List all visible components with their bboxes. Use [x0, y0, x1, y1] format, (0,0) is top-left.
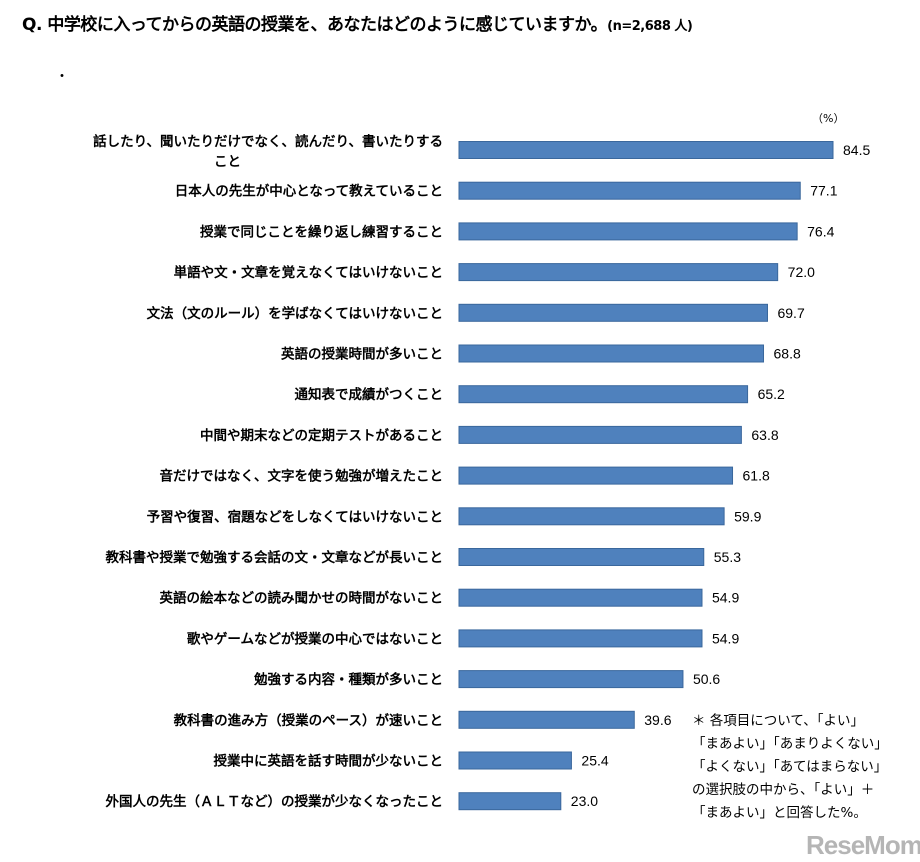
- bar: [458, 222, 798, 241]
- data-label: 25.4: [581, 753, 608, 769]
- category-label: 教科書の進み方（授業のペース）が速いこと: [174, 712, 443, 729]
- data-label: 54.9: [712, 630, 739, 646]
- category-label: 音だけではなく、文字を使う勉強が増えたこと: [160, 468, 444, 485]
- category-label: 単語や文・文章を覚えなくてはいけないこと: [174, 264, 443, 281]
- data-label: 50.6: [693, 671, 720, 687]
- watermark-logo: ReseMom: [806, 830, 920, 860]
- category-label: 外国人の先生（ＡＬＴなど）の授業が少なくなったこと: [106, 793, 444, 810]
- data-label: 84.5: [843, 142, 870, 158]
- category-label: 勉強する内容・種類が多いこと: [253, 671, 443, 688]
- data-label: 76.4: [807, 223, 834, 239]
- category-label: 教科書や授業で勉強する会話の文・文章などが長いこと: [106, 549, 444, 566]
- data-label: 77.1: [810, 183, 837, 199]
- category-label: 授業で同じことを繰り返し練習すること: [200, 223, 443, 240]
- bar: [458, 792, 562, 811]
- data-label: 69.7: [777, 305, 804, 321]
- data-label: 55.3: [714, 549, 741, 565]
- category-label: 英語の絵本などの読み聞かせの時間がないこと: [159, 590, 444, 607]
- footnote: ＊ 各項目について、「よい」 「まあよい」「あまりよくない」 「よくない」「あて…: [692, 710, 888, 825]
- data-label: 65.2: [758, 386, 785, 402]
- category-label: 通知表で成績がつくこと: [295, 386, 444, 403]
- category-label: 話したり、聞いたりだけでなく、読んだり、書いたりする: [93, 133, 443, 150]
- category-label: 授業中に英語を話す時間が少ないこと: [214, 753, 444, 770]
- chart-title: Q. 中学校に入ってからの英語の授業を、あなたはどのように感じていますか。(n=…: [22, 10, 693, 35]
- data-label: 61.8: [743, 468, 770, 484]
- bar: [458, 548, 705, 566]
- sample-size: (n=2,688 人): [607, 19, 693, 34]
- bar: [458, 629, 703, 648]
- bar: [458, 588, 703, 607]
- bullet-dot: ・: [55, 69, 69, 85]
- bar: [458, 425, 742, 444]
- data-label: 68.8: [774, 346, 801, 362]
- unit-label: （%）: [812, 112, 845, 125]
- data-label: 63.8: [751, 427, 778, 443]
- bar: [458, 751, 572, 770]
- footnote-line: の選択肢の中から、「よい」＋: [692, 782, 875, 798]
- question-prefix: Q.: [22, 15, 42, 35]
- data-label: 23.0: [571, 793, 598, 809]
- bar: [458, 141, 834, 159]
- data-label: 59.9: [734, 508, 761, 524]
- footnote-line: 「まあよい」「あまりよくない」: [692, 736, 888, 752]
- bar: [458, 670, 684, 689]
- bar: [458, 181, 801, 200]
- category-label: こと: [214, 154, 241, 170]
- bar: [458, 385, 749, 404]
- data-label: 39.6: [644, 712, 671, 728]
- bar: [458, 303, 768, 322]
- category-label: 歌やゲームなどが授業の中心ではないこと: [187, 630, 443, 647]
- bar: [458, 263, 779, 282]
- question-text: 中学校に入ってからの英語の授業を、あなたはどのように感じていますか。: [47, 15, 608, 35]
- bar: [458, 710, 635, 729]
- bar: [458, 507, 725, 526]
- category-label: 中間や期末などの定期テストがあること: [200, 427, 443, 444]
- data-label: 72.0: [788, 264, 815, 280]
- footnote-line: 「まあよい」と回答した%。: [692, 805, 867, 821]
- category-label: 予習や復習、宿題などをしなくてはいけないこと: [147, 508, 443, 525]
- footnote-line: ＊ 各項目について、「よい」: [692, 713, 864, 729]
- category-label: 文法（文のルール）を学ばなくてはいけないこと: [147, 305, 443, 322]
- category-label: 英語の授業時間が多いこと: [280, 346, 443, 363]
- bar: [458, 466, 734, 485]
- footnote-line: 「よくない」「あてはまらない」: [692, 759, 888, 775]
- data-label: 54.9: [712, 590, 739, 606]
- category-label: 日本人の先生が中心となって教えていること: [175, 183, 443, 200]
- bar: [458, 344, 765, 363]
